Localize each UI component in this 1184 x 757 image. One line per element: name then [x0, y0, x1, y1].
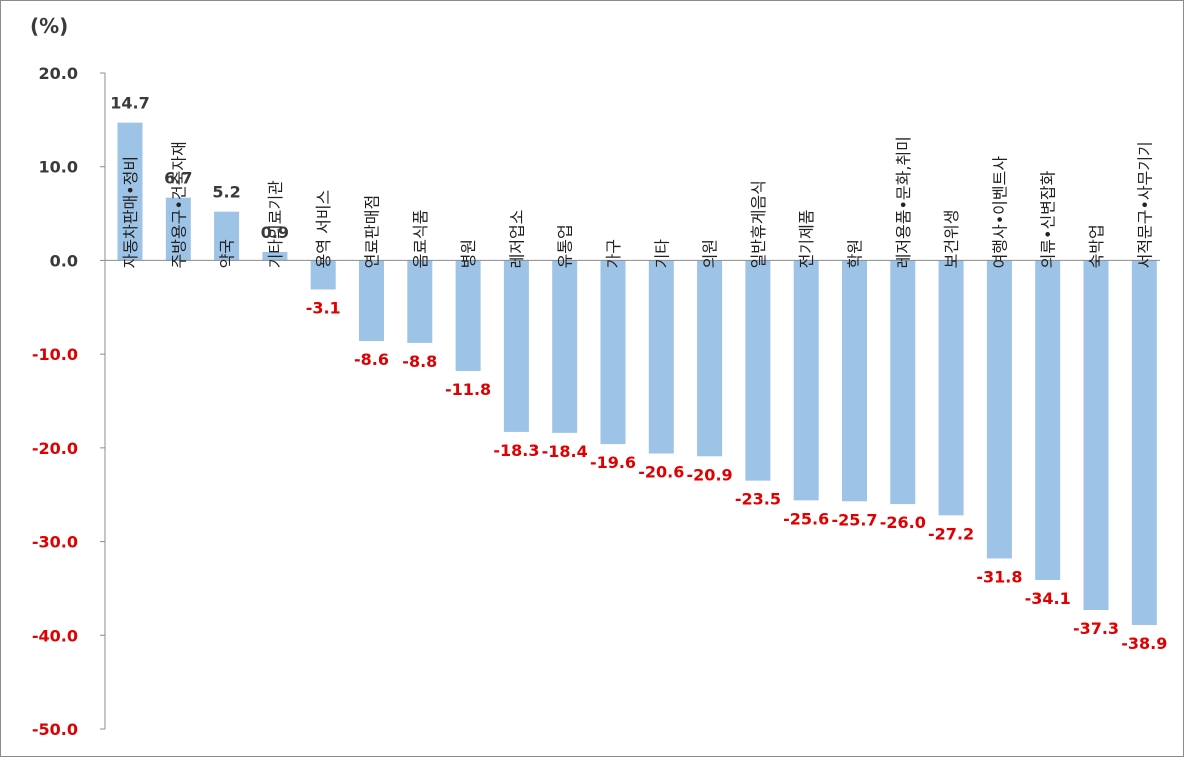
- category-label: 자동차판매•정비: [121, 156, 140, 268]
- bar: [503, 260, 529, 432]
- value-label: 14.7: [110, 94, 149, 113]
- y-tick-label: -50.0: [32, 720, 78, 739]
- bar: [262, 251, 288, 261]
- value-label: -38.9: [1121, 634, 1167, 653]
- value-label: -18.4: [542, 442, 588, 461]
- y-tick-label: 10.0: [39, 158, 78, 177]
- value-label: -26.0: [880, 513, 926, 532]
- bar: [648, 260, 674, 454]
- value-label: -8.6: [354, 350, 389, 369]
- category-label: 의류•신변잡화: [1039, 170, 1058, 268]
- bar: [697, 260, 723, 457]
- y-tick-label: -10.0: [32, 345, 78, 364]
- category-label: 유통업: [556, 224, 575, 268]
- bar: [552, 260, 578, 433]
- bar: [407, 260, 433, 343]
- value-label: -19.6: [590, 453, 636, 472]
- y-unit-label: (%): [30, 14, 69, 38]
- bar: [938, 260, 964, 516]
- category-label: 약국: [218, 239, 237, 268]
- category-label: 용역 서비스: [314, 190, 333, 269]
- bar: [455, 260, 481, 372]
- category-label: 숙박업: [1087, 224, 1106, 268]
- bar: [1131, 260, 1157, 625]
- category-label: 기타: [652, 239, 671, 269]
- value-label: -20.6: [638, 462, 684, 481]
- bar: [890, 260, 916, 505]
- value-label: -23.5: [735, 490, 781, 509]
- category-label: 보건위생: [942, 210, 961, 269]
- bar: [600, 260, 626, 445]
- value-label: -31.8: [976, 567, 1022, 586]
- category-label: 가구: [604, 239, 623, 268]
- category-label: 레저업소: [507, 210, 526, 269]
- category-label: 음료식품: [411, 210, 430, 269]
- y-tick-label: 20.0: [39, 64, 78, 83]
- category-label: 의원: [701, 239, 720, 268]
- y-tick-label: -40.0: [32, 626, 78, 645]
- value-label: 0.9: [261, 223, 289, 242]
- bar: [842, 260, 867, 502]
- value-label: 6.7: [164, 169, 192, 188]
- category-label: 학원: [846, 239, 865, 268]
- bar: [117, 122, 143, 261]
- bar: [1035, 260, 1061, 580]
- value-label: -25.6: [783, 509, 829, 528]
- value-label: -3.1: [306, 298, 341, 317]
- value-label: 5.2: [212, 183, 240, 202]
- bar: [310, 260, 336, 290]
- value-label: -11.8: [445, 380, 491, 399]
- value-label: -20.9: [687, 465, 733, 484]
- value-label: -34.1: [1025, 589, 1071, 608]
- category-label: 기타의료기관: [266, 180, 285, 269]
- bar: [359, 260, 384, 342]
- bar: [745, 260, 771, 481]
- category-label: 병원: [459, 239, 478, 268]
- category-label: 서적문구•사무기기: [1135, 141, 1154, 268]
- y-tick-label: -30.0: [32, 533, 78, 552]
- category-label: 일반휴게음식: [749, 180, 768, 268]
- bar: [793, 260, 819, 501]
- bar: [165, 197, 191, 261]
- value-label: -25.7: [831, 510, 877, 529]
- category-label: 레저용품•문화,취미: [894, 136, 913, 268]
- bar: [986, 260, 1012, 559]
- value-label: -37.3: [1073, 619, 1119, 638]
- bar: [1083, 260, 1109, 610]
- category-label: 여행사•이벤트사: [990, 156, 1009, 269]
- category-label: 연료판매점: [363, 195, 382, 269]
- category-label: 전기제품: [797, 210, 816, 269]
- value-label: -8.8: [402, 352, 437, 371]
- value-label: -27.2: [928, 524, 974, 543]
- y-tick-label: 0.0: [50, 251, 78, 270]
- value-label: -18.3: [493, 441, 539, 460]
- category-label: 주방용구•건축자재: [169, 141, 188, 268]
- bar: [214, 211, 240, 261]
- y-tick-label: -20.0: [32, 439, 78, 458]
